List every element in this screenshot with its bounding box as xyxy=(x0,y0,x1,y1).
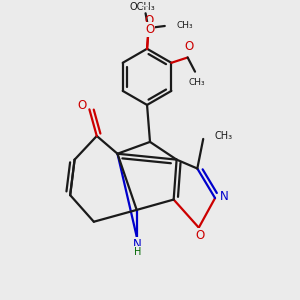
Text: O: O xyxy=(77,99,87,112)
Text: OCH₃: OCH₃ xyxy=(130,2,155,12)
Text: CH₃: CH₃ xyxy=(214,131,232,141)
Text: CH₃: CH₃ xyxy=(177,22,193,31)
Text: N: N xyxy=(220,190,228,203)
Text: O: O xyxy=(196,229,205,242)
Text: O: O xyxy=(184,40,194,53)
Text: O: O xyxy=(144,14,153,27)
Text: N: N xyxy=(133,238,142,251)
Text: H: H xyxy=(134,247,141,257)
Text: CH₃: CH₃ xyxy=(188,78,205,87)
Text: O: O xyxy=(146,23,154,36)
Text: methoxy4: methoxy4 xyxy=(142,5,149,7)
